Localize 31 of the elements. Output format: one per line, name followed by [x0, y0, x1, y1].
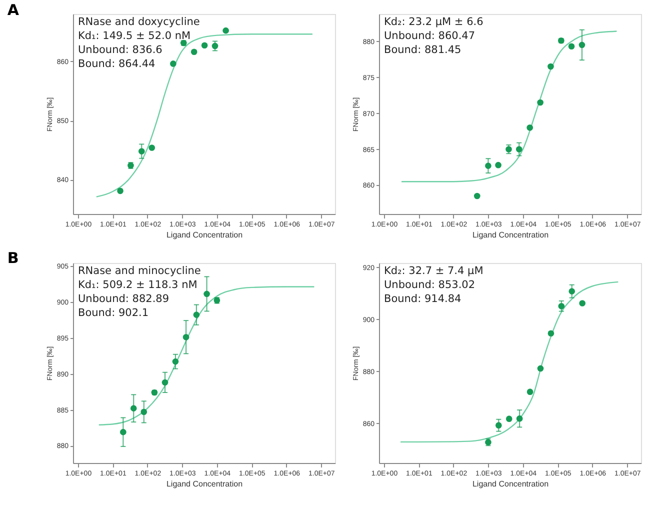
point — [537, 99, 544, 106]
point — [526, 124, 533, 131]
point — [506, 416, 512, 422]
chart-title: A — [7, 1, 20, 19]
point — [579, 300, 586, 306]
x-axis-title: Ligand Concentration — [472, 230, 549, 240]
point — [526, 388, 534, 395]
annotation: Kd₁: 509.2 ± 118.3 nM — [78, 279, 198, 291]
annotation: Unbound: 860.47 — [384, 30, 476, 42]
point — [495, 162, 502, 168]
annotation: Bound: 902.1 — [78, 307, 149, 319]
annotation: Bound: 881.45 — [384, 44, 462, 56]
annotation: Unbound: 882.89 — [78, 293, 170, 305]
x-axis-title: Ligand Concentration — [166, 480, 243, 488]
x-axis-title: Ligand Concentration — [472, 480, 549, 488]
annotation: RNase and doxycycline — [78, 16, 200, 28]
annotation: Bound: 914.84 — [384, 293, 462, 305]
annotation: Unbound: 836.6 — [78, 44, 163, 56]
point — [548, 63, 554, 70]
point — [548, 330, 554, 337]
point — [474, 192, 480, 200]
point — [537, 365, 544, 372]
annotation: Unbound: 853.02 — [384, 279, 476, 291]
annotation: Kd₁: 149.5 ± 52.0 nM — [78, 30, 191, 42]
chart-title: B — [7, 248, 19, 267]
annotation: Kd₂: 32.7 ± 7.4 μM — [384, 265, 484, 277]
point — [568, 43, 575, 50]
annotation: Kd₂: 23.2 μM ± 6.6 — [384, 16, 484, 28]
x-axis-title: Ligand Concentration — [166, 230, 243, 240]
annotation: RNase and minocycline — [78, 265, 201, 277]
annotation: Bound: 864.44 — [78, 58, 156, 70]
